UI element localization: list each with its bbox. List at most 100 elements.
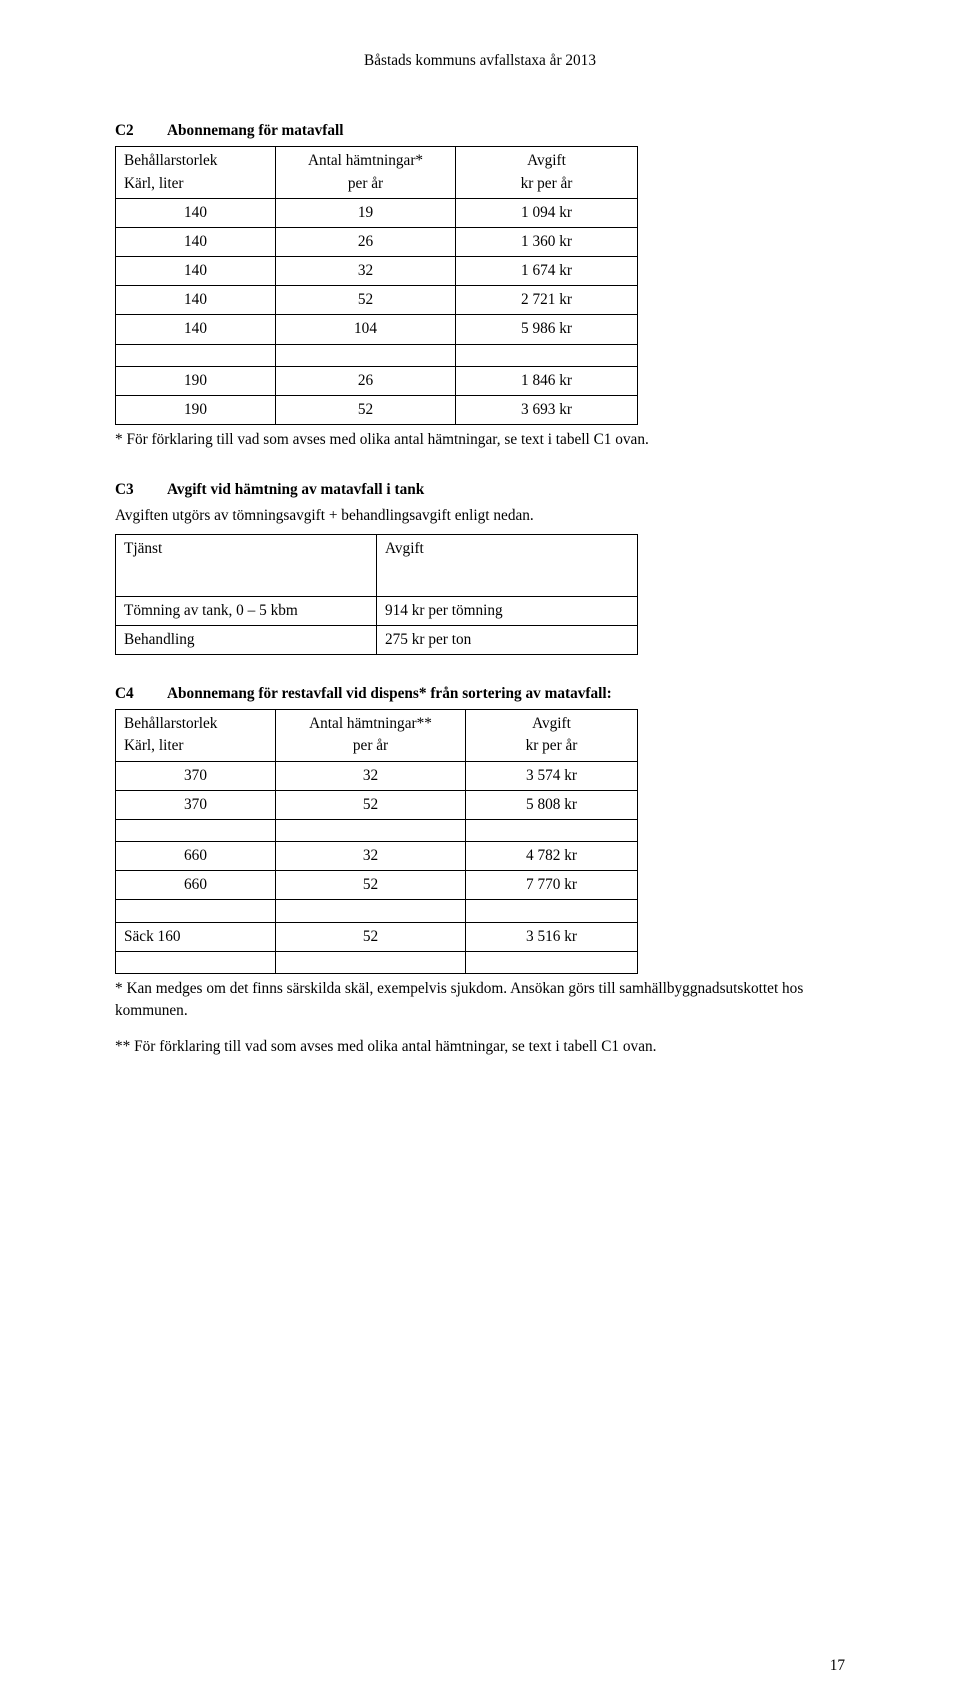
table-row: Tjänst Avgift — [116, 534, 638, 596]
table-header-text: Avgift — [464, 150, 629, 172]
table-cell: 3 574 kr — [466, 761, 638, 790]
table-cell: 370 — [116, 790, 276, 819]
table-header-text: Avgift — [474, 713, 629, 735]
table-cell: 660 — [116, 871, 276, 900]
table-header-text: kr per år — [474, 735, 629, 757]
section-c2: C2 Abonnemang för matavfall Behållarstor… — [115, 120, 845, 451]
document-header: Båstads kommuns avfallstaxa år 2013 — [115, 50, 845, 72]
table-header-text: Antal hämtningar* — [284, 150, 447, 172]
table-cell: 4 782 kr — [466, 842, 638, 871]
table-cell: 52 — [276, 871, 466, 900]
table-cell: 140 — [116, 227, 276, 256]
table-row: 140321 674 kr — [116, 257, 638, 286]
table-row: 190261 846 kr — [116, 366, 638, 395]
table-cell: 140 — [116, 257, 276, 286]
table-cell: 52 — [276, 395, 456, 424]
table-cell: Tömning av tank, 0 – 5 kbm — [116, 596, 377, 625]
table-cell: 52 — [276, 286, 456, 315]
table-row-empty — [116, 951, 638, 973]
table-cell: 660 — [116, 842, 276, 871]
section-c2-title-row: C2 Abonnemang för matavfall — [115, 120, 845, 142]
table-header: Behållarstorlek Kärl, liter — [116, 710, 276, 761]
table-cell: 26 — [276, 227, 456, 256]
table-cell: 3 693 kr — [456, 395, 638, 424]
table-cell: 19 — [276, 198, 456, 227]
footnote-c4-2: ** För förklaring till vad som avses med… — [115, 1036, 845, 1058]
table-cell: 5 986 kr — [456, 315, 638, 344]
table-header-text: per år — [284, 735, 457, 757]
section-c3-title: Avgift vid hämtning av matavfall i tank — [167, 479, 424, 501]
table-cell: 190 — [116, 395, 276, 424]
table-c4: Behållarstorlek Kärl, liter Antal hämtni… — [115, 709, 638, 974]
table-cell: 104 — [276, 315, 456, 344]
table-body-c3: Tömning av tank, 0 – 5 kbm914 kr per töm… — [116, 596, 638, 654]
table-row: 140261 360 kr — [116, 227, 638, 256]
table-row: 370323 574 kr — [116, 761, 638, 790]
table-c3: Tjänst Avgift Tömning av tank, 0 – 5 kbm… — [115, 534, 638, 656]
table-row: Tömning av tank, 0 – 5 kbm914 kr per töm… — [116, 596, 638, 625]
table-row: 660527 770 kr — [116, 871, 638, 900]
table-cell: 5 808 kr — [466, 790, 638, 819]
table-header-text: Kärl, liter — [124, 173, 267, 195]
table-header: Antal hämtningar* per år — [276, 147, 456, 198]
table-cell: 32 — [276, 257, 456, 286]
table-cell: 140 — [116, 315, 276, 344]
table-cell: 1 094 kr — [456, 198, 638, 227]
table-header: Avgift — [377, 534, 638, 596]
table-row: 190523 693 kr — [116, 395, 638, 424]
page-number: 17 — [830, 1655, 845, 1677]
table-header: Avgift kr per år — [466, 710, 638, 761]
table-body-c4-group2: 660324 782 kr660527 770 kr — [116, 842, 638, 900]
table-cell: 3 516 kr — [466, 922, 638, 951]
table-cell: 140 — [116, 286, 276, 315]
table-row: Behandling275 kr per ton — [116, 625, 638, 654]
table-cell: 26 — [276, 366, 456, 395]
footnote-c4-1: * Kan medges om det finns särskilda skäl… — [115, 978, 845, 1022]
table-row: Behållarstorlek Kärl, liter Antal hämtni… — [116, 710, 638, 761]
table-row: Säck 160523 516 kr — [116, 922, 638, 951]
table-cell: 1 846 kr — [456, 366, 638, 395]
table-row: 370525 808 kr — [116, 790, 638, 819]
table-cell: 2 721 kr — [456, 286, 638, 315]
section-c3-title-row: C3 Avgift vid hämtning av matavfall i ta… — [115, 479, 845, 501]
section-c2-title: Abonnemang för matavfall — [167, 120, 343, 142]
table-cell: 32 — [276, 842, 466, 871]
table-header-text: Behållarstorlek — [124, 150, 267, 172]
table-cell: 190 — [116, 366, 276, 395]
table-row: 140522 721 kr — [116, 286, 638, 315]
table-row: 140191 094 kr — [116, 198, 638, 227]
table-c2: Behållarstorlek Kärl, liter Antal hämtni… — [115, 146, 638, 425]
table-header-text: Kärl, liter — [124, 735, 267, 757]
table-header: Antal hämtningar** per år — [276, 710, 466, 761]
table-body-c2-group1: 140191 094 kr140261 360 kr140321 674 kr1… — [116, 198, 638, 344]
table-cell: 1 360 kr — [456, 227, 638, 256]
table-cell: 7 770 kr — [466, 871, 638, 900]
table-cell: 370 — [116, 761, 276, 790]
table-cell: 275 kr per ton — [377, 625, 638, 654]
table-header-text: per år — [284, 173, 447, 195]
table-header-text: Behållarstorlek — [124, 713, 267, 735]
section-c4-title: Abonnemang för restavfall vid dispens* f… — [167, 683, 612, 705]
table-header: Tjänst — [116, 534, 377, 596]
table-row-empty — [116, 344, 638, 366]
table-header: Behållarstorlek Kärl, liter — [116, 147, 276, 198]
footnote-c2: * För förklaring till vad som avses med … — [115, 429, 845, 451]
page: Båstads kommuns avfallstaxa år 2013 C2 A… — [0, 0, 960, 1707]
table-row: 660324 782 kr — [116, 842, 638, 871]
table-row: 1401045 986 kr — [116, 315, 638, 344]
section-c3: C3 Avgift vid hämtning av matavfall i ta… — [115, 479, 845, 655]
table-cell: 914 kr per tömning — [377, 596, 638, 625]
table-cell: Säck 160 — [116, 922, 276, 951]
table-cell: Behandling — [116, 625, 377, 654]
table-cell: 1 674 kr — [456, 257, 638, 286]
table-cell: 52 — [276, 790, 466, 819]
section-c4-code: C4 — [115, 683, 167, 705]
table-cell: 52 — [276, 922, 466, 951]
section-c2-code: C2 — [115, 120, 167, 142]
table-row-empty — [116, 819, 638, 841]
table-cell: 140 — [116, 198, 276, 227]
section-c3-code: C3 — [115, 479, 167, 501]
table-cell: 32 — [276, 761, 466, 790]
section-c3-lead: Avgiften utgörs av tömningsavgift + beha… — [115, 505, 845, 527]
table-body-c4-group1: 370323 574 kr370525 808 kr — [116, 761, 638, 819]
